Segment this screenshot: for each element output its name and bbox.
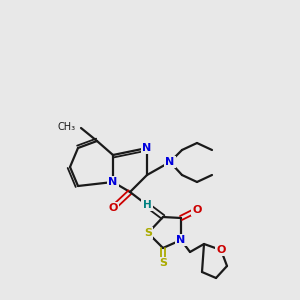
Text: N: N <box>165 157 175 167</box>
Text: CH₃: CH₃ <box>58 122 76 132</box>
Text: O: O <box>216 245 226 255</box>
Text: H: H <box>142 200 152 210</box>
Text: N: N <box>108 177 118 187</box>
Text: N: N <box>176 235 186 245</box>
Text: S: S <box>144 228 152 238</box>
Text: O: O <box>108 203 118 213</box>
Text: N: N <box>142 143 152 153</box>
Text: S: S <box>159 258 167 268</box>
Text: O: O <box>192 205 202 215</box>
